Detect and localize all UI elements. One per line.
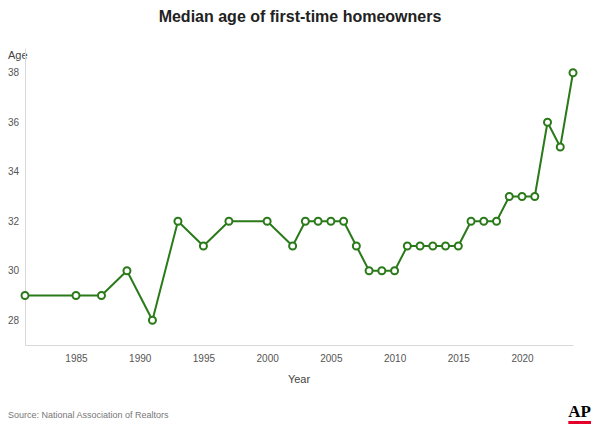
marker — [417, 243, 424, 250]
y-tick-label: 34 — [8, 166, 20, 177]
marker — [570, 69, 577, 76]
x-tick: 2010 — [384, 345, 407, 364]
x-tick: 1990 — [129, 345, 152, 364]
y-tick: 30 — [8, 265, 25, 276]
line — [25, 73, 573, 321]
y-axis: 28 30 32 34 36 38 — [8, 49, 26, 346]
title: Median age of first-time homeowners — [159, 8, 442, 25]
y-axis-title: Age — [8, 49, 28, 61]
y-axis-line — [25, 49, 26, 346]
x-tick-label: 2000 — [257, 353, 280, 364]
source: Source: National Association of Realtors — [8, 410, 169, 420]
y-tick: 28 — [8, 315, 25, 326]
y-tick: 36 — [8, 117, 25, 128]
marker — [327, 218, 334, 225]
marker — [468, 218, 475, 225]
y-tick: 38 — [8, 67, 25, 78]
marker — [519, 193, 526, 200]
marker — [480, 218, 487, 225]
x-tick: 2015 — [448, 345, 471, 364]
y-tick-label: 36 — [8, 117, 20, 128]
marker — [442, 243, 449, 250]
logo-underline — [568, 421, 591, 424]
marker — [149, 317, 156, 324]
plot-area — [22, 69, 577, 324]
marker — [225, 218, 232, 225]
x-tick: 2000 — [257, 345, 280, 364]
marker — [493, 218, 500, 225]
x-axis: 1985 1990 1995 2000 2005 2010 2015 2020 — [26, 345, 574, 364]
x-tick: 1995 — [193, 345, 216, 364]
y-tick-label: 38 — [8, 67, 20, 78]
x-tick-label: 1995 — [193, 353, 216, 364]
x-tick: 1985 — [65, 345, 88, 364]
x-tick-label: 2015 — [448, 353, 471, 364]
x-tick: 2020 — [511, 345, 534, 364]
chart: Median age of first-time homeownersAge28… — [0, 0, 600, 435]
x-axis-title: Year — [288, 373, 311, 385]
marker — [289, 243, 296, 250]
marker — [72, 292, 79, 299]
marker — [506, 193, 513, 200]
marker — [98, 292, 105, 299]
marker — [315, 218, 322, 225]
marker — [557, 144, 564, 151]
y-tick-label: 28 — [8, 315, 20, 326]
x-tick-label: 1985 — [65, 353, 88, 364]
marker — [391, 267, 398, 274]
y-tick: 34 — [8, 166, 25, 177]
marker — [200, 243, 207, 250]
y-tick-label: 32 — [8, 216, 20, 227]
x-tick-label: 2020 — [511, 353, 534, 364]
marker — [174, 218, 181, 225]
x-tick: 2005 — [320, 345, 343, 364]
logo: AP — [568, 402, 591, 421]
x-tick-label: 2005 — [320, 353, 343, 364]
marker — [404, 243, 411, 250]
marker — [429, 243, 436, 250]
marker — [455, 243, 462, 250]
marker — [366, 267, 373, 274]
marker — [22, 292, 29, 299]
marker — [123, 267, 130, 274]
x-axis-line — [26, 345, 574, 346]
y-tick-label: 30 — [8, 265, 20, 276]
marker — [302, 218, 309, 225]
x-tick-label: 1990 — [129, 353, 152, 364]
y-tick: 32 — [8, 216, 25, 227]
marker — [340, 218, 347, 225]
marker — [264, 218, 271, 225]
x-tick-label: 2010 — [384, 353, 407, 364]
marker — [544, 119, 551, 126]
marker — [378, 267, 385, 274]
marker — [531, 193, 538, 200]
marker — [353, 243, 360, 250]
